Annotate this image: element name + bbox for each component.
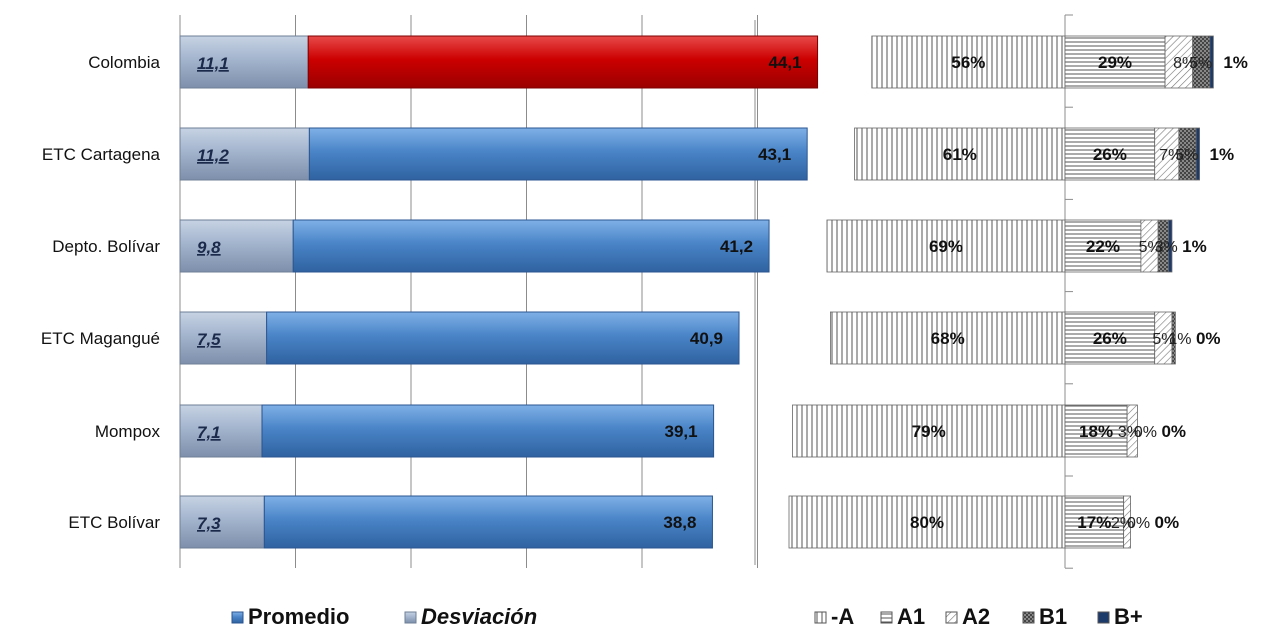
value-label-promedio: 38,8 (663, 513, 696, 532)
pct-label-a1: 29% (1098, 53, 1132, 72)
pct-label-a1: 26% (1093, 329, 1127, 348)
pct-label-a1: 26% (1093, 145, 1127, 164)
legend-swatch-b1 (1022, 611, 1035, 624)
value-label-desviacion: 7,5 (197, 330, 221, 349)
bar-promedio (292, 219, 770, 273)
pct-label-a1: 18% (1079, 422, 1113, 441)
pct-label-b1: 5% (1175, 147, 1198, 164)
pct-label-b-plus: 0% (1155, 513, 1180, 532)
value-label-promedio: 40,9 (690, 329, 723, 348)
pct-label-minus-a: 61% (943, 145, 977, 164)
value-label-desviacion: 11,1 (197, 54, 229, 73)
bar-promedio (307, 35, 819, 89)
legend-label-a1: A1 (897, 604, 925, 629)
legend-label-desviacion: Desviación (421, 604, 537, 629)
bar-promedio (261, 404, 715, 458)
pct-label-b-plus: 1% (1182, 237, 1207, 256)
bar-promedio (308, 127, 808, 181)
bar-desviacion (179, 495, 265, 549)
legend-swatch-a2 (945, 611, 958, 624)
pct-label-minus-a: 68% (931, 329, 965, 348)
segment-a1 (1064, 404, 1128, 458)
legend-label-promedio: Promedio (248, 604, 349, 629)
value-label-desviacion: 7,3 (197, 514, 221, 533)
segment-a1 (1064, 495, 1125, 549)
value-label-desviacion: 9,8 (197, 238, 221, 257)
segment-minus-a (830, 311, 1066, 365)
category-label-etc-magangu: ETC Magangué (41, 329, 160, 348)
pct-label-a2: 2% (1111, 515, 1134, 532)
pct-label-a1: 22% (1086, 237, 1120, 256)
bar-promedio (266, 311, 740, 365)
value-label-promedio: 41,2 (720, 237, 753, 256)
segment-a2 (1123, 495, 1131, 549)
pct-label-minus-a: 79% (912, 422, 946, 441)
value-label-promedio: 39,1 (665, 422, 698, 441)
pct-label-b1: 0% (1134, 424, 1157, 441)
category-label-colombia: Colombia (88, 53, 160, 72)
category-label-depto-bol-var: Depto. Bolívar (52, 237, 160, 256)
segment-minus-a (792, 404, 1066, 458)
pct-label-minus-a: 80% (910, 513, 944, 532)
segment-a1 (1064, 35, 1166, 89)
value-label-promedio: 44,1 (768, 53, 801, 72)
pct-label-b-plus: 1% (1210, 145, 1235, 164)
legend-swatch-b (1097, 611, 1110, 624)
pct-label-b-plus: 0% (1196, 329, 1221, 348)
legend: Promedio Desviación -A A1 A2 B1 B+ (231, 604, 1143, 629)
legend-label-b: B+ (1114, 604, 1143, 629)
pct-label-minus-a: 56% (951, 53, 985, 72)
category-label-mompox: Mompox (95, 422, 161, 441)
pct-label-a2: 5% (1139, 239, 1162, 256)
pct-label-b-plus: 1% (1223, 53, 1248, 72)
pct-label-b1: 1% (1168, 331, 1191, 348)
segment-minus-a (788, 495, 1066, 549)
grid-layer (179, 14, 1073, 569)
segment-a1 (1064, 311, 1156, 365)
segment-b-plus (1209, 35, 1214, 89)
pct-label-minus-a: 69% (929, 237, 963, 256)
legend-label-b1: B1 (1039, 604, 1067, 629)
bar-desviacion (179, 311, 268, 365)
pct-label-b1: 3% (1155, 239, 1178, 256)
segment-a2 (1164, 35, 1194, 89)
legend-swatch-promedio (231, 611, 244, 624)
legend-swatch-a (814, 611, 827, 624)
pct-label-a2: 3% (1118, 424, 1141, 441)
legend-swatch-a1 (880, 611, 893, 624)
value-label-promedio: 43,1 (758, 145, 791, 164)
right-bar-chart: 56% 29% 8%5% 1%61% 26% 7%5% 1%69% 22% 5%3% 1%68% 2… (788, 35, 1248, 549)
bar-desviacion (179, 35, 309, 89)
category-label-etc-cartagena: ETC Cartagena (42, 145, 161, 164)
segment-b1 (1171, 311, 1176, 365)
pct-label-a2: 5% (1152, 331, 1175, 348)
segment-minus-a (871, 35, 1066, 89)
legend-swatch-desviacion (404, 611, 417, 624)
segment-b-plus (1168, 219, 1173, 273)
pct-label-b1: 0% (1127, 515, 1150, 532)
segment-a1 (1064, 127, 1156, 181)
legend-label-a2: A2 (962, 604, 990, 629)
segment-a2 (1154, 127, 1180, 181)
legend-label-a: -A (831, 604, 854, 629)
value-label-desviacion: 11,2 (197, 146, 229, 165)
pct-label-a1: 17% (1077, 513, 1111, 532)
segment-b-plus (1195, 127, 1200, 181)
segment-minus-a (854, 127, 1066, 181)
pct-label-a2: 8% (1173, 55, 1196, 72)
bar-desviacion (179, 219, 294, 273)
pct-label-b-plus: 0% (1161, 422, 1186, 441)
segment-a2 (1126, 404, 1138, 458)
left-bar-chart: Colombia 11,1 44,1 ETC Cartagena 11,2 43,1 Dep… (41, 35, 819, 549)
bar-desviacion (179, 404, 263, 458)
bar-promedio (263, 495, 713, 549)
value-label-desviacion: 7,1 (197, 423, 221, 442)
pct-label-b1: 5% (1189, 55, 1212, 72)
category-label-etc-bol-var: ETC Bolívar (68, 513, 160, 532)
pct-label-a2: 7% (1159, 147, 1182, 164)
